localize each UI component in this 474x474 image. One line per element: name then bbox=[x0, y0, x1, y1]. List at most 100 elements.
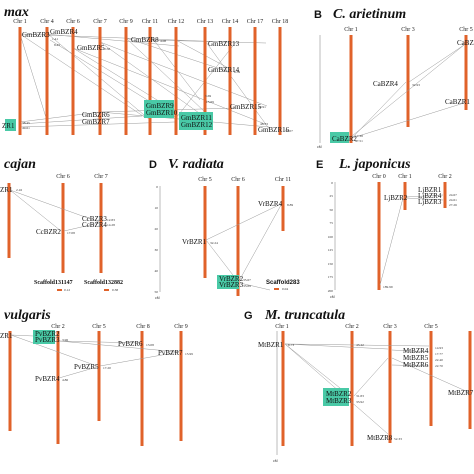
panel-c-chromosome-labels: Chr 6 Chr 7 bbox=[56, 174, 108, 180]
chromosome-bar bbox=[61, 183, 65, 273]
gene-label: MtBZR1 bbox=[258, 341, 284, 349]
axis-unit: cM bbox=[317, 145, 322, 149]
panel-b-gene-labels: CaBZR3 CaBZR4 CaBZR1 CaBZR2 bbox=[332, 39, 474, 143]
axis-tick: 10 bbox=[155, 206, 159, 210]
chromosome-label: Chr 14 bbox=[222, 19, 239, 25]
position-label: 31.83 bbox=[356, 394, 364, 398]
chromosome-label: Chr 7 bbox=[93, 19, 107, 25]
gene-label: MtBZR5 bbox=[403, 354, 429, 362]
panel-b-chromosome-labels: Chr 1 Chr 3 Chr 5 bbox=[344, 27, 473, 33]
gene-label: VrBZR3 bbox=[219, 281, 244, 289]
chromosome-bar bbox=[464, 35, 468, 110]
chromosome-bar bbox=[468, 331, 472, 429]
panel-f: vulgaris Chr 2 Chr 5 Chr 8 Chr 9 ZR1 PvB… bbox=[0, 308, 193, 446]
gene-label: ZR1 bbox=[2, 122, 15, 130]
panel-b-title: C. arietinum bbox=[333, 7, 406, 22]
gene-label: GmBZR13 bbox=[208, 40, 240, 48]
duplication-highlight bbox=[144, 100, 174, 118]
panel-g-gene-labels: MtBZR1 MtBZR2 MtBZR3 MtBZR4 MtBZR5 MtBZR… bbox=[258, 341, 474, 442]
panel-g-label: G bbox=[244, 310, 253, 322]
axis-tick: 20 bbox=[155, 227, 159, 231]
position-label: 0.12 bbox=[64, 288, 70, 292]
gene-label: GmBZR3 bbox=[22, 31, 50, 39]
gene-label: GmBZR4 bbox=[50, 28, 78, 36]
chromosome-bar bbox=[377, 182, 381, 290]
panel-g-chromosome-labels: Chr 1 Chr 2 Chr 3 Chr 5 bbox=[275, 324, 438, 330]
position-label: 3.96 bbox=[62, 338, 68, 342]
gene-label: MtBZR3 bbox=[326, 397, 352, 405]
panel-c-scaffold-marks bbox=[57, 289, 109, 291]
scaffold-label: Scaffold283 bbox=[266, 280, 300, 286]
gene-label: LjBZR1 bbox=[418, 186, 442, 194]
axis-tick: 0 bbox=[156, 185, 158, 189]
panel-a-chromosome-labels: Chr 1 Chr 4 Chr 6 Chr 7 Chr 9 Chr 11 Chr… bbox=[13, 19, 288, 25]
chromosome-label: Chr 3 bbox=[383, 324, 397, 330]
gene-label: CcBZR4 bbox=[82, 221, 107, 229]
chromosome-bar bbox=[406, 35, 410, 127]
position-label: 22.70 bbox=[435, 364, 443, 368]
panel-a: max C bbox=[2, 5, 293, 135]
axis-tick: 200 bbox=[328, 289, 334, 293]
duplication-highlight bbox=[179, 112, 213, 130]
panel-d-chromosomes bbox=[203, 186, 285, 296]
panel-c-gene-labels: ZR1 CcBZR2 CcBZR3 CcBZR4 bbox=[0, 186, 107, 236]
duplication-highlight bbox=[323, 388, 349, 406]
axis-tick: 50 bbox=[155, 290, 159, 294]
gene-label: GmBZR7 bbox=[82, 118, 110, 126]
gene-label: MtBZR6 bbox=[403, 361, 429, 369]
panel-c-positions: 2.16 17.08 12.83 14.28 0.12 0.38 bbox=[16, 188, 118, 292]
axis-tick: 75 bbox=[330, 221, 334, 225]
position-label: 52.33 bbox=[394, 437, 402, 441]
chromosome-bar bbox=[99, 183, 103, 273]
gene-label: PvBZR7 bbox=[158, 349, 183, 357]
position-label: 15.69 bbox=[206, 100, 214, 104]
chromosome-label: Chr 3 bbox=[401, 27, 415, 33]
panel-d-axis-ticks: 0 10 20 30 40 50 bbox=[155, 185, 159, 294]
chromosome-label: Chr 2 bbox=[345, 324, 359, 330]
gene-label: PvBZR3 bbox=[35, 336, 60, 344]
panel-e-links bbox=[379, 194, 444, 286]
gene-label: GmBZR10 bbox=[146, 109, 178, 117]
duplication-highlight bbox=[5, 119, 16, 131]
gene-label: LjBZR2 bbox=[384, 194, 408, 202]
panel-f-gene-labels: ZR1 PvBZR2 PvBZR3 PvBZR4 PvBZR5 PvBZR6 P… bbox=[0, 330, 183, 383]
chromosome-label: Chr 9 bbox=[174, 324, 188, 330]
gene-label: LjBZR3 bbox=[418, 198, 442, 206]
chromosome-bar bbox=[203, 186, 207, 278]
chromosome-label: Chr 4 bbox=[40, 19, 54, 25]
position-label: 17.77 bbox=[435, 352, 443, 356]
gene-label: CcBZR3 bbox=[82, 215, 107, 223]
axis-unit: cM bbox=[155, 296, 160, 300]
chromosome-bar bbox=[253, 27, 257, 135]
axis-unit: cM bbox=[273, 459, 278, 463]
panel-d-title: V. radiata bbox=[168, 157, 224, 172]
chromosome-label: Chr 12 bbox=[168, 19, 185, 25]
panel-d-gene-labels: VrBZR4 VrBZR1 VrBZR2 VrBZR3 bbox=[182, 200, 283, 289]
panel-b-label: B bbox=[314, 9, 322, 21]
axis-tick: 50 bbox=[330, 208, 334, 212]
position-label: 32.93 bbox=[412, 83, 420, 87]
gene-label: GmBZR12 bbox=[181, 121, 213, 129]
chromosome-label: Chr 6 bbox=[66, 19, 80, 25]
chromosome-bar bbox=[403, 182, 407, 210]
chromosome-label: Chr 1 bbox=[344, 27, 358, 33]
gene-label: MtBZR7 bbox=[448, 389, 474, 397]
axis-tick: 40 bbox=[155, 269, 159, 273]
position-label: 2.16 bbox=[16, 188, 22, 192]
gene-label: MtBZR2 bbox=[326, 390, 352, 398]
axis-tick: 125 bbox=[328, 248, 334, 252]
chromosome-bar bbox=[281, 186, 285, 231]
chromosome-bar bbox=[56, 331, 60, 444]
gene-label: CaBZR3 bbox=[457, 39, 474, 47]
panel-c-chromosomes bbox=[7, 183, 103, 273]
panel-g-title: M. truncatula bbox=[264, 308, 345, 323]
chromosome-label: Chr 17 bbox=[247, 19, 264, 25]
gene-label: VrBZR1 bbox=[182, 238, 207, 246]
scaffold-mark bbox=[104, 289, 109, 291]
position-label: 33.89 bbox=[243, 284, 251, 288]
axis-tick: 150 bbox=[328, 262, 334, 266]
position-label: 17.20 bbox=[103, 366, 111, 370]
chromosome-label: Chr 5 bbox=[92, 324, 106, 330]
panel-g: G M. truncatula Chr 1 Chr 2 Chr 3 Chr 5 … bbox=[244, 308, 474, 463]
panel-e-chromosomes bbox=[377, 182, 447, 290]
